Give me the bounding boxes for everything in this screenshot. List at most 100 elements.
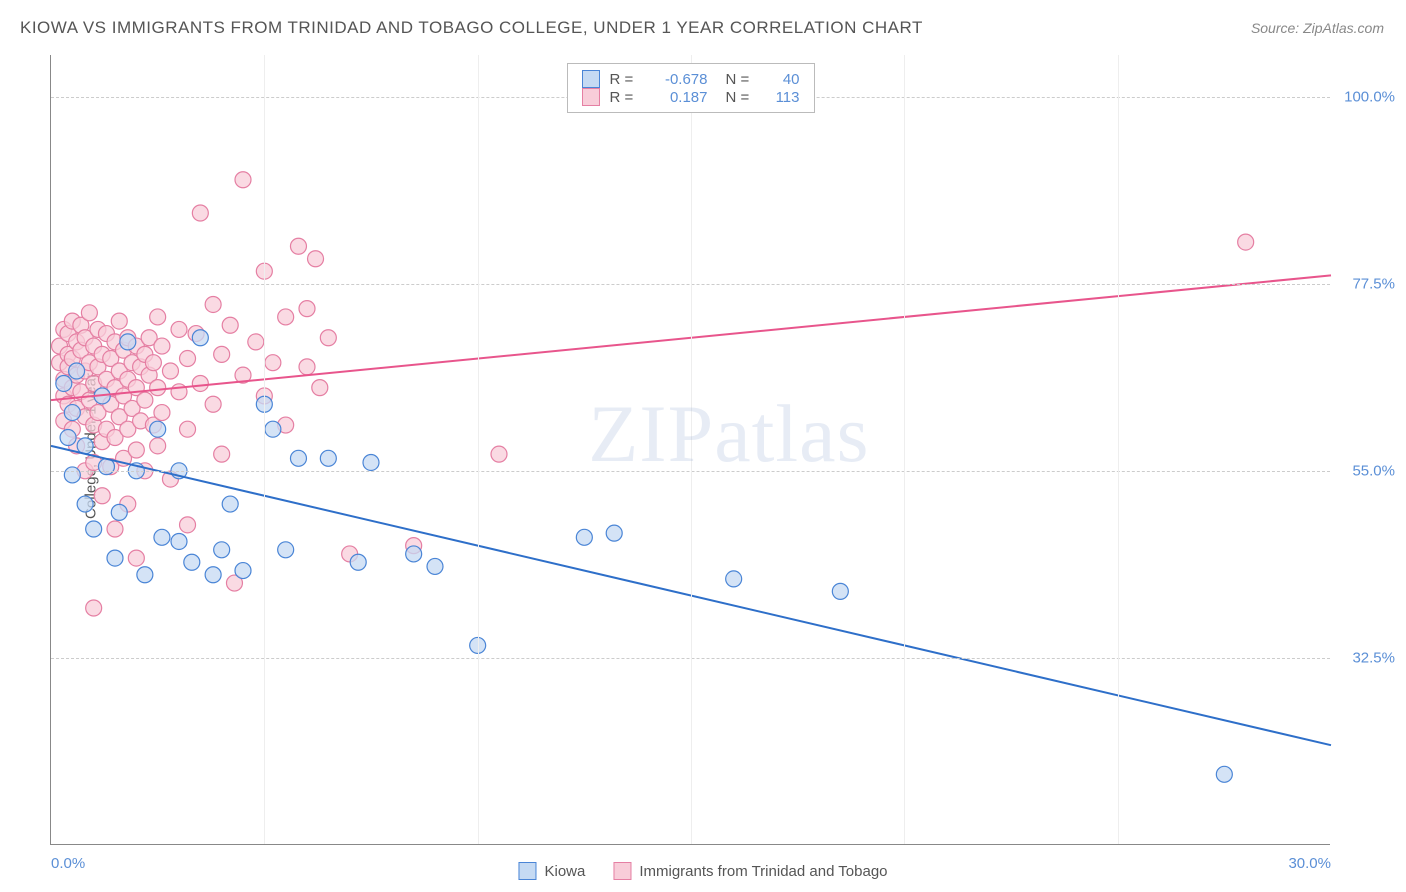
scatter-point-kiowa [320, 450, 336, 466]
scatter-point-kiowa [265, 421, 281, 437]
scatter-point-tt [222, 317, 238, 333]
scatter-point-tt [205, 296, 221, 312]
scatter-point-kiowa [1216, 766, 1232, 782]
scatter-point-tt [128, 550, 144, 566]
scatter-point-tt [265, 355, 281, 371]
scatter-point-kiowa [154, 529, 170, 545]
correlation-legend: R = -0.678 N = 40 R = 0.187 N = 113 [567, 63, 815, 113]
y-tick-label: 55.0% [1335, 462, 1395, 479]
scatter-point-tt [128, 442, 144, 458]
legend-item-kiowa: Kiowa [518, 862, 585, 880]
r-label: R = [610, 89, 638, 106]
legend-item-tt: Immigrants from Trinidad and Tobago [613, 862, 887, 880]
scatter-point-tt [214, 346, 230, 362]
scatter-point-kiowa [77, 438, 93, 454]
scatter-point-kiowa [363, 454, 379, 470]
swatch-tt [613, 862, 631, 880]
scatter-point-tt [154, 405, 170, 421]
scatter-point-kiowa [290, 450, 306, 466]
x-gridline [264, 55, 265, 844]
legend-label-kiowa: Kiowa [544, 863, 585, 880]
scatter-point-kiowa [69, 363, 85, 379]
scatter-point-tt [192, 205, 208, 221]
scatter-point-tt [145, 355, 161, 371]
scatter-point-kiowa [184, 554, 200, 570]
r-value-kiowa: -0.678 [648, 71, 708, 88]
r-label: R = [610, 71, 638, 88]
x-gridline [1118, 55, 1119, 844]
scatter-point-kiowa [222, 496, 238, 512]
scatter-point-tt [150, 309, 166, 325]
scatter-point-kiowa [111, 504, 127, 520]
scatter-point-tt [111, 313, 127, 329]
y-tick-label: 77.5% [1335, 275, 1395, 292]
legend-label-tt: Immigrants from Trinidad and Tobago [639, 863, 887, 880]
scatter-point-tt [278, 309, 294, 325]
n-value-kiowa: 40 [764, 71, 800, 88]
source-attribution: Source: ZipAtlas.com [1251, 20, 1384, 36]
scatter-point-kiowa [120, 334, 136, 350]
scatter-point-tt [205, 396, 221, 412]
scatter-point-tt [299, 359, 315, 375]
scatter-point-kiowa [56, 375, 72, 391]
n-value-tt: 113 [764, 89, 800, 106]
x-gridline [904, 55, 905, 844]
scatter-point-kiowa [832, 583, 848, 599]
scatter-point-kiowa [86, 521, 102, 537]
scatter-point-tt [1238, 234, 1254, 250]
x-tick-label: 30.0% [1288, 855, 1331, 872]
swatch-kiowa [518, 862, 536, 880]
x-tick-label: 0.0% [51, 855, 85, 872]
scatter-point-kiowa [192, 330, 208, 346]
legend-row-tt: R = 0.187 N = 113 [582, 88, 800, 106]
scatter-point-kiowa [427, 558, 443, 574]
scatter-point-kiowa [64, 405, 80, 421]
scatter-point-tt [248, 334, 264, 350]
chart-plot-area: ZIPatlas R = -0.678 N = 40 R = 0.187 N =… [50, 55, 1330, 845]
scatter-point-tt [137, 392, 153, 408]
scatter-point-tt [299, 301, 315, 317]
scatter-point-tt [235, 172, 251, 188]
scatter-point-tt [162, 363, 178, 379]
scatter-point-tt [180, 421, 196, 437]
scatter-point-tt [81, 305, 97, 321]
scatter-point-kiowa [77, 496, 93, 512]
scatter-point-kiowa [214, 542, 230, 558]
scatter-point-kiowa [576, 529, 592, 545]
scatter-point-tt [171, 321, 187, 337]
scatter-point-tt [312, 380, 328, 396]
scatter-point-kiowa [64, 467, 80, 483]
chart-title: KIOWA VS IMMIGRANTS FROM TRINIDAD AND TO… [20, 18, 923, 38]
scatter-point-kiowa [150, 421, 166, 437]
n-label: N = [726, 89, 754, 106]
scatter-point-kiowa [726, 571, 742, 587]
scatter-point-kiowa [205, 567, 221, 583]
scatter-point-kiowa [171, 533, 187, 549]
scatter-point-tt [192, 375, 208, 391]
y-tick-label: 32.5% [1335, 649, 1395, 666]
scatter-point-tt [290, 238, 306, 254]
y-tick-label: 100.0% [1335, 88, 1395, 105]
scatter-point-kiowa [137, 567, 153, 583]
swatch-tt [582, 88, 600, 106]
scatter-point-tt [154, 338, 170, 354]
scatter-point-tt [107, 521, 123, 537]
r-value-tt: 0.187 [648, 89, 708, 106]
x-gridline [478, 55, 479, 844]
swatch-kiowa [582, 70, 600, 88]
scatter-point-tt [150, 438, 166, 454]
scatter-point-kiowa [235, 563, 251, 579]
scatter-point-kiowa [278, 542, 294, 558]
scatter-point-tt [320, 330, 336, 346]
scatter-point-kiowa [406, 546, 422, 562]
scatter-point-tt [180, 517, 196, 533]
series-legend: Kiowa Immigrants from Trinidad and Tobag… [518, 862, 887, 880]
scatter-point-kiowa [606, 525, 622, 541]
legend-row-kiowa: R = -0.678 N = 40 [582, 70, 800, 88]
scatter-point-tt [150, 380, 166, 396]
scatter-point-tt [491, 446, 507, 462]
scatter-point-tt [214, 446, 230, 462]
scatter-point-tt [180, 351, 196, 367]
scatter-point-tt [94, 488, 110, 504]
n-label: N = [726, 71, 754, 88]
